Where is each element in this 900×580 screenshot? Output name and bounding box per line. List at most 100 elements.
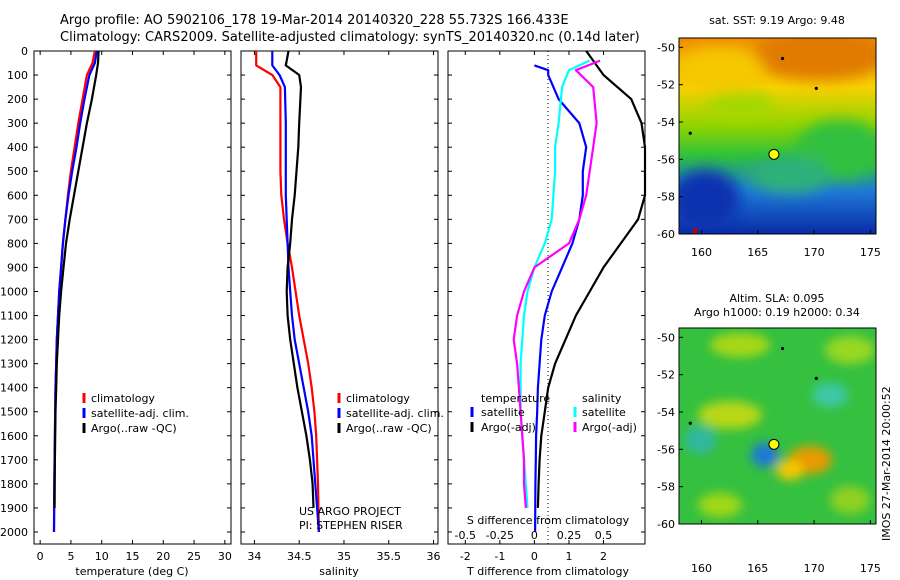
map-y-tick-label: -58	[657, 481, 675, 494]
depth-tick-label: 2000	[0, 526, 28, 539]
depth-tick-label: 800	[7, 237, 28, 250]
legend-label-s-argo: Argo(-adj)	[582, 421, 637, 434]
map-y-tick-label: -50	[657, 331, 675, 344]
sla-negative-patch	[812, 383, 848, 407]
series-line-argo-raw-qc	[53, 50, 100, 508]
map-y-tick-label: -54	[657, 406, 675, 419]
temperature-xlabel: temperature (deg C)	[75, 565, 188, 578]
sla-positive-patch	[710, 333, 770, 357]
map-y-tick-label: -58	[657, 191, 675, 204]
x-tick-label: -2	[460, 550, 471, 563]
temperature-legend: climatology satellite-adj. clim. Argo(..…	[82, 392, 189, 435]
sla-positive-patch	[830, 486, 870, 514]
depth-tick-label: 1200	[0, 334, 28, 347]
map-y-tick-label: -50	[657, 41, 675, 54]
series-line-temperature-argo-adj	[536, 50, 647, 508]
map-y-tick-label: -56	[657, 153, 675, 166]
x-tick-label: 0	[37, 550, 44, 563]
temperature-x-ticks: 0 5 10 15 20 25 30	[37, 51, 232, 563]
map-y-tick-label: -60	[657, 518, 675, 531]
legend-label-argo: Argo(..raw -QC)	[346, 422, 432, 435]
difference-top-xlabel: S difference from climatology	[467, 514, 630, 527]
x-tick-label: 20	[156, 550, 170, 563]
depth-ticks	[34, 50, 645, 533]
temperature-series	[52, 50, 100, 533]
project-annotation: US ARGO PROJECT	[299, 505, 401, 518]
x-tick-label: 25	[187, 550, 201, 563]
x-tick-label: 10	[95, 550, 109, 563]
island-speck	[814, 376, 818, 380]
depth-tick-label: 100	[7, 69, 28, 82]
depth-tick-label: 1900	[0, 502, 28, 515]
difference-xlabel: T difference from climatology	[466, 565, 629, 578]
legend-label-satellite: satellite-adj. clim.	[91, 407, 189, 420]
x-tick-label: -1	[494, 550, 505, 563]
sla-positive-patch	[825, 336, 875, 364]
sla-map-frame	[678, 327, 877, 525]
sst-cool-patch	[750, 157, 830, 193]
secondary-x-tick-label: 0.25	[557, 529, 582, 542]
depth-tick-label: 1100	[0, 310, 28, 323]
sst-cold-patch	[679, 170, 740, 230]
salinity-xlabel: salinity	[319, 565, 359, 578]
temperature-panel	[33, 50, 232, 545]
x-tick-label: 2	[600, 550, 607, 563]
depth-tick-label: 0	[21, 45, 28, 58]
header-line2: Climatology: CARS2009. Satellite-adjuste…	[60, 30, 640, 45]
map-x-tick-label: 175	[860, 246, 881, 259]
x-tick-label: 0	[531, 550, 538, 563]
depth-tick-label: 700	[7, 213, 28, 226]
x-tick-label: 15	[126, 550, 140, 563]
depth-tick-label: 900	[7, 261, 28, 274]
map-x-tick-label: 170	[804, 562, 825, 575]
x-tick-label: 30	[218, 550, 232, 563]
salinity-series	[255, 50, 320, 533]
depth-tick-label: 1800	[0, 478, 28, 491]
island-speck	[780, 56, 785, 61]
depth-tick-label: 600	[7, 189, 28, 202]
map-x-tick-label: 160	[691, 246, 712, 259]
sst-warm-patch	[750, 38, 876, 80]
legend-label-t-argo: Argo(-adj)	[481, 421, 536, 434]
sla-positive-patch	[776, 460, 804, 480]
depth-tick-label: 1700	[0, 454, 28, 467]
series-line-salinity-argo-adj	[512, 59, 601, 508]
x-tick-label: 35	[337, 550, 351, 563]
difference-x-ticks: -2 -1 0 1 2 -0.5 -0.25 0 0.25 0.5	[455, 51, 613, 563]
depth-tick-labels: 0 100 200 300 400 500 600 700 800 900 1000 1100 1200…	[0, 45, 28, 539]
sst-map-frame	[678, 37, 877, 235]
map-y-tick-label: -52	[657, 369, 675, 382]
secondary-x-tick-label: -0.5	[455, 529, 476, 542]
secondary-x-tick-label: -0.25	[486, 529, 514, 542]
map-x-tick-label: 170	[804, 246, 825, 259]
difference-panel	[447, 50, 646, 545]
legend-label-satellite: satellite-adj. clim.	[346, 407, 444, 420]
depth-tick-label: 500	[7, 165, 28, 178]
depth-tick-label: 1400	[0, 382, 28, 395]
difference-legend: temperature satellite Argo(-adj) salinit…	[470, 392, 637, 434]
island-speck	[814, 86, 818, 90]
header-line1: Argo profile: AO 5902106_178 19-Mar-2014…	[60, 13, 569, 28]
sla-map-marks: -50 -52 -54 -56 -58 -60 160 165 170 175	[657, 331, 881, 575]
island-speck	[780, 346, 785, 351]
map-y-tick-label: -54	[657, 116, 675, 129]
secondary-x-tick-label: 0.5	[595, 529, 613, 542]
depth-tick-label: 1600	[0, 430, 28, 443]
salinity-x-ticks: 34 34.5 35 35.5 36	[247, 51, 441, 563]
island-speck	[688, 131, 692, 135]
pi-annotation: PI: STEPHEN RISER	[299, 519, 403, 532]
sst-heatmap	[679, 38, 876, 234]
imos-timestamp: IMOS 27-Mar-2014 20:00:52	[880, 386, 893, 541]
legend-label-t-satellite: satellite	[481, 406, 525, 419]
x-tick-label: 1	[565, 550, 572, 563]
map-x-tick-label: 165	[747, 246, 768, 259]
sst-map-title: sat. SST: 9.19 Argo: 9.48	[709, 14, 845, 27]
island-speck	[688, 421, 692, 425]
x-tick-label: 5	[67, 550, 74, 563]
sla-positive-patch	[698, 493, 742, 517]
depth-tick-label: 1500	[0, 406, 28, 419]
map-x-tick-label: 165	[747, 562, 768, 575]
argo-float-marker	[768, 438, 780, 450]
sla-heatmap	[679, 328, 876, 524]
